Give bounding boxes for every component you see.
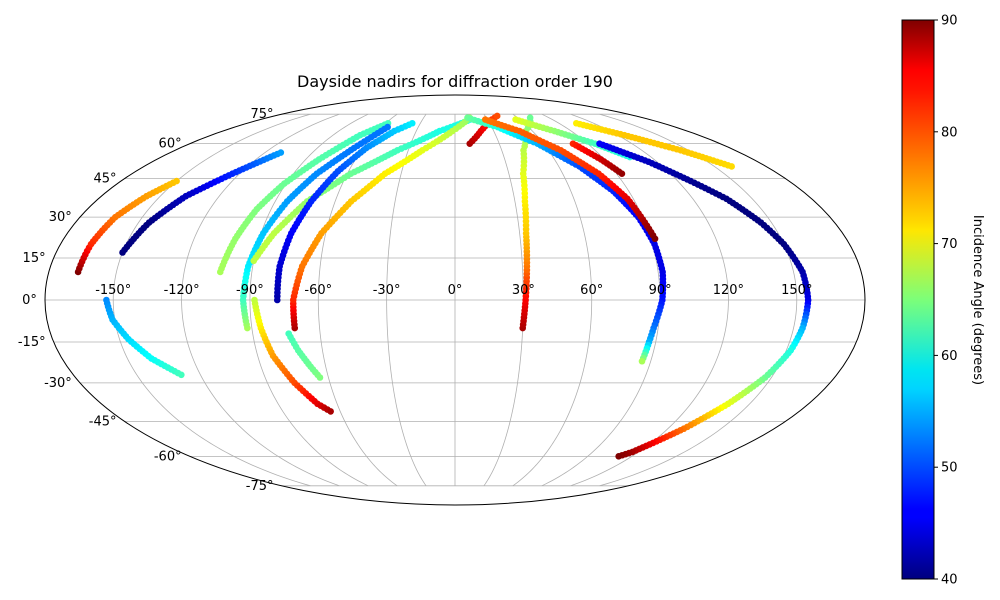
- latitude-tick-labels: -75° -60° -45° -30° -15° 0° 15° 30° 45° 60° 75°: [18, 107, 274, 494]
- colorbar-tick-label: 90: [941, 14, 958, 29]
- longitude-tick-label: -90°: [236, 283, 264, 298]
- longitude-tick-label: -120°: [164, 283, 200, 298]
- longitude-tick-label: 90°: [649, 283, 672, 298]
- longitude-tick-label: 30°: [512, 283, 535, 298]
- colorbar-ticks: 40 50 60 70 80 90: [934, 14, 958, 588]
- latitude-tick-label: -75°: [246, 479, 274, 494]
- data-point: [493, 112, 501, 120]
- latitude-tick-label: -30°: [44, 376, 72, 391]
- colorbar-gradient: [901, 19, 935, 580]
- latitude-tick-label: 0°: [22, 293, 37, 308]
- data-point: [526, 114, 534, 122]
- longitude-tick-label: -60°: [304, 283, 332, 298]
- latitude-tick-label: 45°: [93, 172, 116, 187]
- data-point: [384, 123, 391, 131]
- colorbar-tick-label: 70: [941, 237, 958, 252]
- latitude-tick-label: -60°: [154, 449, 182, 464]
- data-point: [408, 119, 416, 127]
- chart-title: Dayside nadirs for diffraction order 190: [297, 72, 613, 91]
- colorbar-tick-label: 50: [941, 461, 958, 476]
- map-boundary: [44, 94, 866, 506]
- data-point: [178, 371, 185, 379]
- longitude-tick-label: 150°: [781, 283, 812, 298]
- longitude-tick-label: 120°: [713, 283, 744, 298]
- longitude-tick-label: -30°: [373, 283, 401, 298]
- data-point: [316, 374, 324, 381]
- data-point: [728, 163, 735, 170]
- latitude-tick-label: -45°: [89, 414, 117, 429]
- data-point: [651, 235, 659, 243]
- data-point: [638, 357, 646, 365]
- longitude-tick-label: 60°: [580, 283, 603, 298]
- colorbar-tick-label: 80: [941, 125, 958, 140]
- longitude-tick-label: 0°: [448, 283, 463, 298]
- data-point: [173, 177, 180, 185]
- colorbar-tick-label: 40: [941, 573, 958, 588]
- data-point: [327, 408, 334, 415]
- latitude-tick-label: -15°: [18, 335, 46, 350]
- data-points: [74, 112, 812, 460]
- data-point: [615, 453, 622, 460]
- colorbar-tick-label: 60: [941, 349, 958, 364]
- data-point: [618, 170, 626, 177]
- data-point: [277, 149, 285, 156]
- latitude-tick-label: 75°: [250, 107, 273, 122]
- longitude-tick-labels: -150° -120° -90° -60° -30° 0° 30° 60° 90° 120° 150…: [95, 283, 812, 298]
- colorbar: 40 50 60 70 80 90 Incidence Angle (degrees): [901, 14, 985, 588]
- latitude-tick-label: 30°: [49, 210, 72, 225]
- graticule: [44, 113, 866, 487]
- colorbar-label: Incidence Angle (degrees): [970, 215, 985, 385]
- latitude-tick-label: 15°: [23, 251, 46, 266]
- latitude-tick-label: 60°: [159, 137, 182, 152]
- longitude-tick-label: -150°: [95, 283, 131, 298]
